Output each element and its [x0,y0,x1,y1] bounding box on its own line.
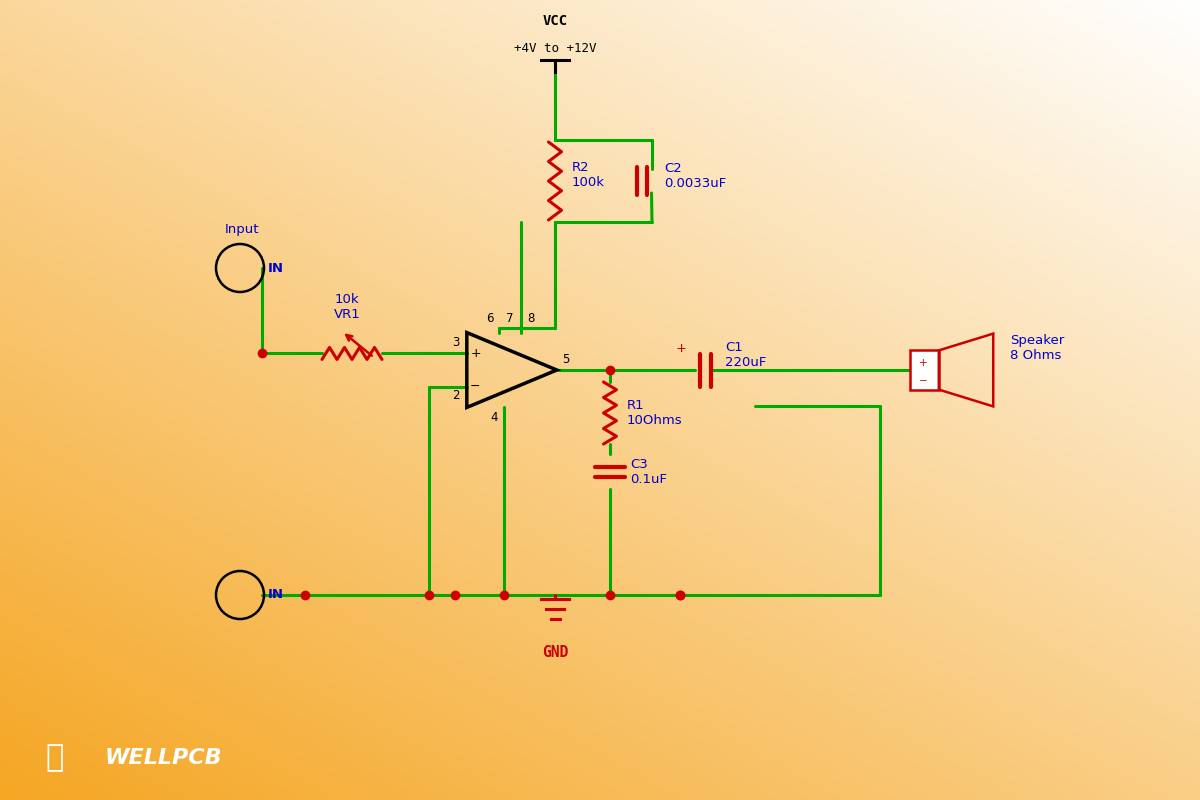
Text: C3
0.1uF: C3 0.1uF [630,458,667,486]
Text: C2
0.0033uF: C2 0.0033uF [664,162,726,190]
Text: 8: 8 [527,311,534,325]
Bar [910,350,938,390]
Text: 6: 6 [486,311,493,325]
Text: 7: 7 [506,311,514,325]
Text: Input: Input [224,223,259,236]
Text: +: + [470,347,481,360]
Text: −: − [470,380,481,393]
Text: GND: GND [542,645,568,660]
Text: +4V to +12V: +4V to +12V [514,42,596,55]
Text: IN: IN [268,262,284,274]
Text: IN: IN [268,589,284,602]
Text: Speaker
8 Ohms: Speaker 8 Ohms [1010,334,1064,362]
Text: 4: 4 [491,411,498,425]
Text: WELLPCB: WELLPCB [106,748,223,768]
Text: C1
220uF: C1 220uF [725,341,767,369]
Text: 2: 2 [452,389,460,402]
Text: +: + [919,358,928,368]
Text: −: − [918,375,928,386]
Text: VCC: VCC [542,14,568,28]
Text: Ⓦ: Ⓦ [46,743,64,773]
Text: +: + [676,342,686,354]
Text: R1
10Ohms: R1 10Ohms [628,399,683,427]
Text: 5: 5 [562,353,569,366]
Text: 3: 3 [452,337,460,350]
Text: R2
100k: R2 100k [572,161,605,189]
Text: 10k
VR1: 10k VR1 [334,294,360,322]
